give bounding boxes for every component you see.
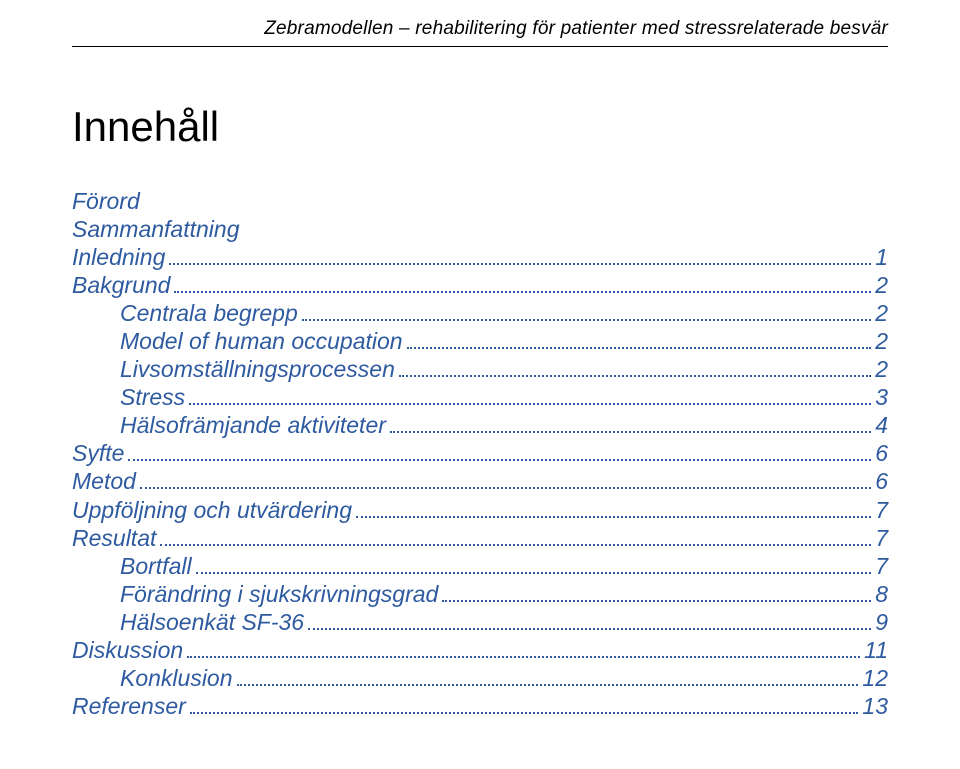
toc-label[interactable]: Livsomställningsprocessen bbox=[120, 355, 395, 383]
toc-row: Hälsofrämjande aktiviteter 4 bbox=[72, 411, 888, 439]
toc-leader bbox=[407, 333, 872, 349]
toc-page: 11 bbox=[864, 636, 888, 664]
toc-label[interactable]: Förord bbox=[72, 187, 140, 215]
toc-label[interactable]: Bortfall bbox=[120, 552, 192, 580]
toc-row: Centrala begrepp 2 bbox=[72, 299, 888, 327]
toc-label[interactable]: Uppföljning och utvärdering bbox=[72, 496, 352, 524]
toc-leader bbox=[399, 361, 871, 377]
toc-label[interactable]: Referenser bbox=[72, 692, 186, 720]
toc-leader bbox=[140, 474, 871, 490]
toc-page: 2 bbox=[875, 327, 888, 355]
toc-leader bbox=[187, 642, 860, 658]
toc-page: 2 bbox=[875, 299, 888, 327]
toc-label[interactable]: Model of human occupation bbox=[120, 327, 403, 355]
toc-label[interactable]: Konklusion bbox=[120, 664, 233, 692]
toc-leader bbox=[356, 502, 871, 518]
toc-row: Inledning 1 bbox=[72, 243, 888, 271]
toc-row: Konklusion 12 bbox=[72, 664, 888, 692]
toc-page: 7 bbox=[875, 552, 888, 580]
toc-leader bbox=[237, 670, 859, 686]
toc-row: Uppföljning och utvärdering 7 bbox=[72, 496, 888, 524]
toc-label[interactable]: Resultat bbox=[72, 524, 156, 552]
toc-row: Förändring i sjukskrivningsgrad 8 bbox=[72, 580, 888, 608]
toc-row: Syfte 6 bbox=[72, 439, 888, 467]
toc-row: Referenser 13 bbox=[72, 692, 888, 720]
header-rule bbox=[72, 46, 888, 47]
toc-row: Stress 3 bbox=[72, 383, 888, 411]
toc-label[interactable]: Förändring i sjukskrivningsgrad bbox=[120, 580, 438, 608]
toc-page: 2 bbox=[875, 355, 888, 383]
toc-row: Metod 6 bbox=[72, 467, 888, 495]
toc-page: 12 bbox=[862, 664, 888, 692]
toc-page: 1 bbox=[875, 243, 888, 271]
toc-leader bbox=[174, 277, 871, 293]
toc-row: Livsomställningsprocessen 2 bbox=[72, 355, 888, 383]
toc-page: 13 bbox=[862, 692, 888, 720]
toc-row: Resultat 7 bbox=[72, 524, 888, 552]
toc-row: Förord bbox=[72, 187, 888, 215]
toc-page: 7 bbox=[875, 496, 888, 524]
toc-page: 3 bbox=[875, 383, 888, 411]
toc-leader bbox=[442, 586, 871, 602]
toc-label[interactable]: Hälsoenkät SF-36 bbox=[120, 608, 304, 636]
running-header: Zebramodellen – rehabilitering för patie… bbox=[72, 18, 888, 40]
page: Zebramodellen – rehabilitering för patie… bbox=[0, 0, 960, 769]
toc-row: Hälsoenkät SF-36 9 bbox=[72, 608, 888, 636]
toc-label[interactable]: Inledning bbox=[72, 243, 165, 271]
toc-label[interactable]: Stress bbox=[120, 383, 185, 411]
toc-row: Diskussion 11 bbox=[72, 636, 888, 664]
page-title: Innehåll bbox=[72, 103, 888, 151]
toc-leader bbox=[189, 390, 871, 406]
toc-row: Bakgrund 2 bbox=[72, 271, 888, 299]
toc-leader bbox=[196, 558, 872, 574]
toc-label[interactable]: Centrala begrepp bbox=[120, 299, 298, 327]
toc-row: Model of human occupation 2 bbox=[72, 327, 888, 355]
toc-label[interactable]: Metod bbox=[72, 467, 136, 495]
toc-label[interactable]: Hälsofrämjande aktiviteter bbox=[120, 411, 386, 439]
toc-leader bbox=[390, 418, 871, 434]
toc-label[interactable]: Diskussion bbox=[72, 636, 183, 664]
toc-leader bbox=[302, 305, 871, 321]
toc-page: 4 bbox=[875, 411, 888, 439]
toc-label[interactable]: Sammanfattning bbox=[72, 215, 239, 243]
toc-page: 2 bbox=[875, 271, 888, 299]
toc-row: Sammanfattning bbox=[72, 215, 888, 243]
toc-row: Bortfall 7 bbox=[72, 552, 888, 580]
toc-label[interactable]: Syfte bbox=[72, 439, 124, 467]
table-of-contents: Förord Sammanfattning Inledning 1 Bakgru… bbox=[72, 187, 888, 720]
toc-page: 8 bbox=[875, 580, 888, 608]
toc-page: 6 bbox=[875, 439, 888, 467]
toc-leader bbox=[190, 698, 859, 714]
toc-leader bbox=[308, 614, 871, 630]
toc-leader bbox=[128, 446, 871, 462]
toc-page: 9 bbox=[875, 608, 888, 636]
toc-label[interactable]: Bakgrund bbox=[72, 271, 170, 299]
toc-leader bbox=[169, 249, 871, 265]
toc-leader bbox=[160, 530, 871, 546]
toc-page: 7 bbox=[875, 524, 888, 552]
toc-page: 6 bbox=[875, 467, 888, 495]
